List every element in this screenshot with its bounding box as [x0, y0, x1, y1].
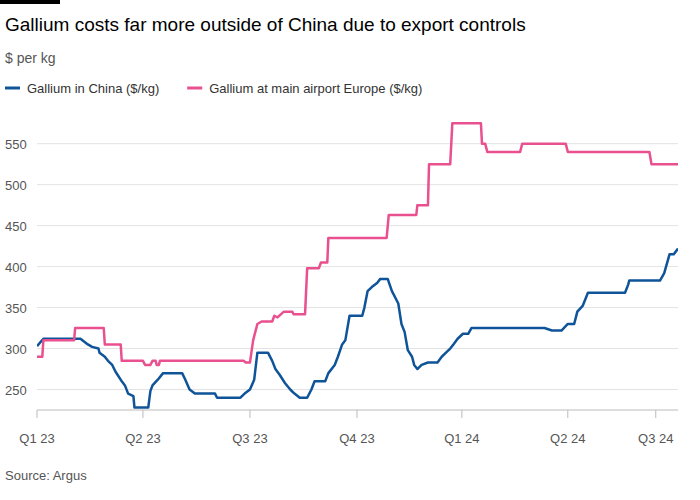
legend: Gallium in China ($/kg) Gallium at main a… [5, 81, 422, 96]
series-line [37, 123, 678, 365]
x-tick-label: Q3 24 [638, 431, 673, 446]
grid-line [37, 389, 678, 390]
legend-swatch [5, 87, 20, 90]
x-tick [249, 410, 250, 418]
title: Gallium costs far more outside of China … [5, 14, 526, 35]
chart: Gallium costs far more outside of China … [0, 0, 700, 500]
x-tick [142, 410, 143, 418]
x-tick [461, 410, 462, 418]
y-tick-label: 250 [5, 383, 27, 398]
grid-line [37, 348, 678, 349]
grid-line [37, 143, 678, 144]
grid-line [37, 266, 678, 267]
x-tick-label: Q2 24 [550, 431, 585, 446]
x-tick [37, 410, 38, 418]
series-line [37, 249, 678, 408]
subtitle: $ per kg [5, 50, 56, 66]
grid-line [37, 184, 678, 185]
x-tick [356, 410, 357, 418]
x-tick [567, 410, 568, 418]
legend-label: Gallium at main airport Europe ($/kg) [209, 81, 422, 96]
x-axis-line [37, 410, 678, 411]
x-tick [655, 410, 656, 418]
y-tick-label: 300 [5, 342, 27, 357]
brand-bar [0, 0, 60, 4]
legend-swatch [187, 87, 202, 90]
source: Source: Argus [5, 468, 87, 483]
x-axis: Q1 23 Q2 23 Q3 23 Q4 23 Q1 24 Q2 24 Q3 24 [19, 410, 678, 446]
y-tick-label: 350 [5, 301, 27, 316]
y-tick-label: 500 [5, 178, 27, 193]
y-tick-label: 550 [5, 137, 27, 152]
grid-line [37, 225, 678, 226]
x-tick-label: Q1 23 [19, 431, 54, 446]
x-tick-label: Q4 23 [339, 431, 374, 446]
series-group [37, 123, 678, 407]
y-tick-label: 450 [5, 219, 27, 234]
legend-label: Gallium in China ($/kg) [27, 81, 159, 96]
x-tick-label: Q3 23 [232, 431, 267, 446]
x-tick-label: Q2 23 [125, 431, 160, 446]
y-tick-label: 400 [5, 260, 27, 275]
x-tick-label: Q1 24 [444, 431, 479, 446]
